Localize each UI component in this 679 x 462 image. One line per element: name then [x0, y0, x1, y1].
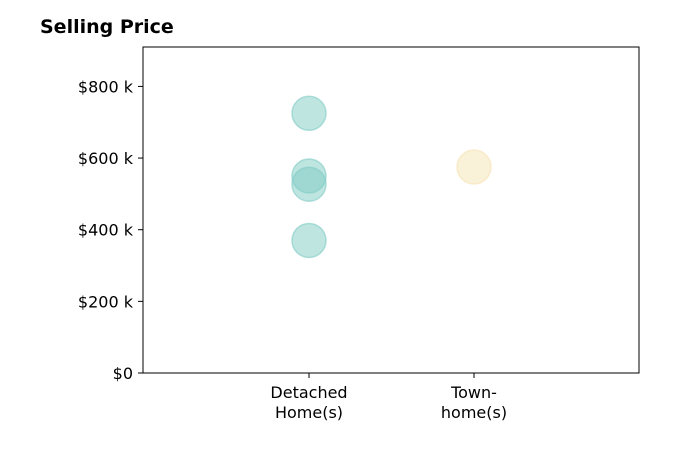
plot-frame: [142, 46, 640, 374]
y-tick-label: $400 k: [78, 221, 134, 240]
data-point: [456, 149, 492, 185]
data-point: [291, 222, 327, 259]
y-tick-label: $0: [113, 364, 133, 383]
y-tick-label: $200 k: [78, 292, 134, 311]
x-tick-label: Town-: [450, 383, 497, 402]
x-tick-label: Home(s): [275, 403, 343, 422]
data-point: [291, 95, 327, 132]
x-tick-label: Detached: [270, 383, 347, 402]
x-tick-label: home(s): [441, 403, 507, 422]
y-tick-label: $800 k: [78, 77, 134, 96]
data-point: [291, 166, 327, 202]
chart-title: Selling Price: [40, 16, 174, 38]
y-tick-label: $600 k: [78, 149, 134, 168]
